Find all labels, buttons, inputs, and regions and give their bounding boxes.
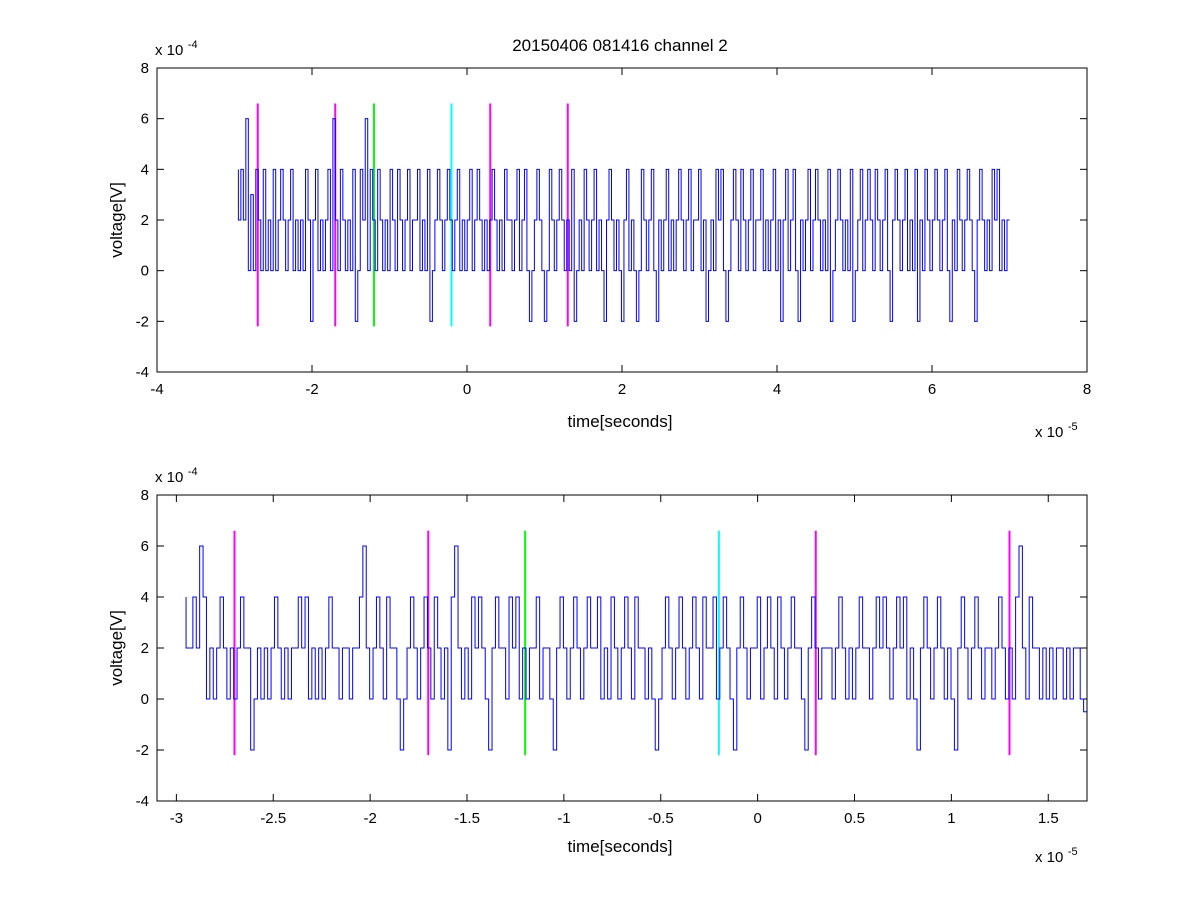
bottom-plot-xlabel: time[seconds]	[568, 837, 673, 856]
top-plot-ytick-label: 8	[141, 60, 149, 77]
bottom-plot-yscale-exp: -4	[188, 466, 198, 478]
top-plot-xscale-exp: -5	[1068, 421, 1078, 433]
top-plot-xtick-label: -4	[150, 381, 163, 398]
bottom-plot-xtick-label: -1	[557, 810, 570, 827]
top-plot-xtick-label: 8	[1083, 381, 1091, 398]
top-plot-yscale: x 10 -4	[155, 39, 198, 59]
top-plot-series	[237, 118, 1010, 322]
top-plot-xscale-base: x 10	[1035, 424, 1063, 441]
bottom-plot-xtick-label: -2.5	[260, 810, 286, 827]
bottom-plot-ytick-label: 6	[141, 538, 149, 555]
bottom-plot-ylabel: voltage[V]	[107, 610, 126, 686]
top-plot-ytick-label: 4	[141, 161, 149, 178]
bottom-plot-signal-line	[185, 545, 1087, 751]
top-plot-ytick-label: 0	[141, 263, 149, 280]
bottom-plot-ytick-label: 8	[141, 487, 149, 504]
top-plot-xtick-label: 4	[773, 381, 781, 398]
bottom-plot-series	[185, 545, 1087, 751]
top-plot: -4 -2 0 2 4 6 8 -4 -2 0 2 4 6 8 time[seconds] voltage…	[107, 39, 1091, 441]
top-plot-ytick-label: -2	[136, 313, 149, 330]
top-plot-ytick-label: 6	[141, 111, 149, 128]
bottom-plot-xtick-label: -0.5	[648, 810, 674, 827]
bottom-plot-yscale: x 10 -4	[155, 466, 198, 486]
top-plot-xtick-label: 0	[463, 381, 471, 398]
bottom-plot-xscale: x 10 -5	[1035, 846, 1078, 866]
bottom-plot-markers	[233, 530, 1011, 756]
top-plot-xscale: x 10 -5	[1035, 421, 1078, 441]
top-plot-xtick-label: 6	[928, 381, 936, 398]
bottom-plot-ytick-label: 2	[141, 640, 149, 657]
top-plot-xlabel: time[seconds]	[568, 412, 673, 431]
bottom-plot-ytick-label: 0	[141, 691, 149, 708]
top-plot-signal-line	[237, 118, 1010, 322]
bottom-plot-ytick-label: -2	[136, 742, 149, 759]
bottom-plot-xtick-label: -1.5	[454, 810, 480, 827]
bottom-plot-xtick-label: -2	[363, 810, 376, 827]
bottom-plot-xtick-label: 1.5	[1038, 810, 1059, 827]
bottom-plot-xtick-label: -3	[170, 810, 183, 827]
top-plot-yscale-exp: -4	[188, 39, 198, 51]
top-plot-ticks: -4 -2 0 2 4 6 8 -4 -2 0 2 4 6 8	[136, 60, 1092, 398]
bottom-plot-yscale-base: x 10	[155, 469, 183, 486]
bottom-plot-xtick-label: 0	[753, 810, 761, 827]
figure-title: 20150406 081416 channel 2	[512, 36, 728, 55]
bottom-plot: -3 -2.5 -2 -1.5 -1 -0.5 0 0.5 1 1.5 -4 -2 0 2 4 6 8 time…	[107, 466, 1088, 866]
bottom-plot-ytick-label: -4	[136, 793, 149, 810]
top-plot-ylabel: voltage[V]	[107, 182, 126, 258]
bottom-plot-xscale-exp: -5	[1068, 846, 1078, 858]
bottom-plot-xtick-label: 0.5	[844, 810, 865, 827]
bottom-plot-ticks: -3 -2.5 -2 -1.5 -1 -0.5 0 0.5 1 1.5 -4 -2 0 2 4 6 8	[136, 487, 1087, 827]
top-plot-yscale-base: x 10	[155, 42, 183, 59]
bottom-plot-ytick-label: 4	[141, 589, 149, 606]
top-plot-ytick-label: 2	[141, 212, 149, 229]
top-plot-xtick-label: -2	[305, 381, 318, 398]
top-plot-xtick-label: 2	[618, 381, 626, 398]
bottom-plot-xscale-base: x 10	[1035, 849, 1063, 866]
top-plot-ytick-label: -4	[136, 364, 149, 381]
bottom-plot-xtick-label: 1	[947, 810, 955, 827]
